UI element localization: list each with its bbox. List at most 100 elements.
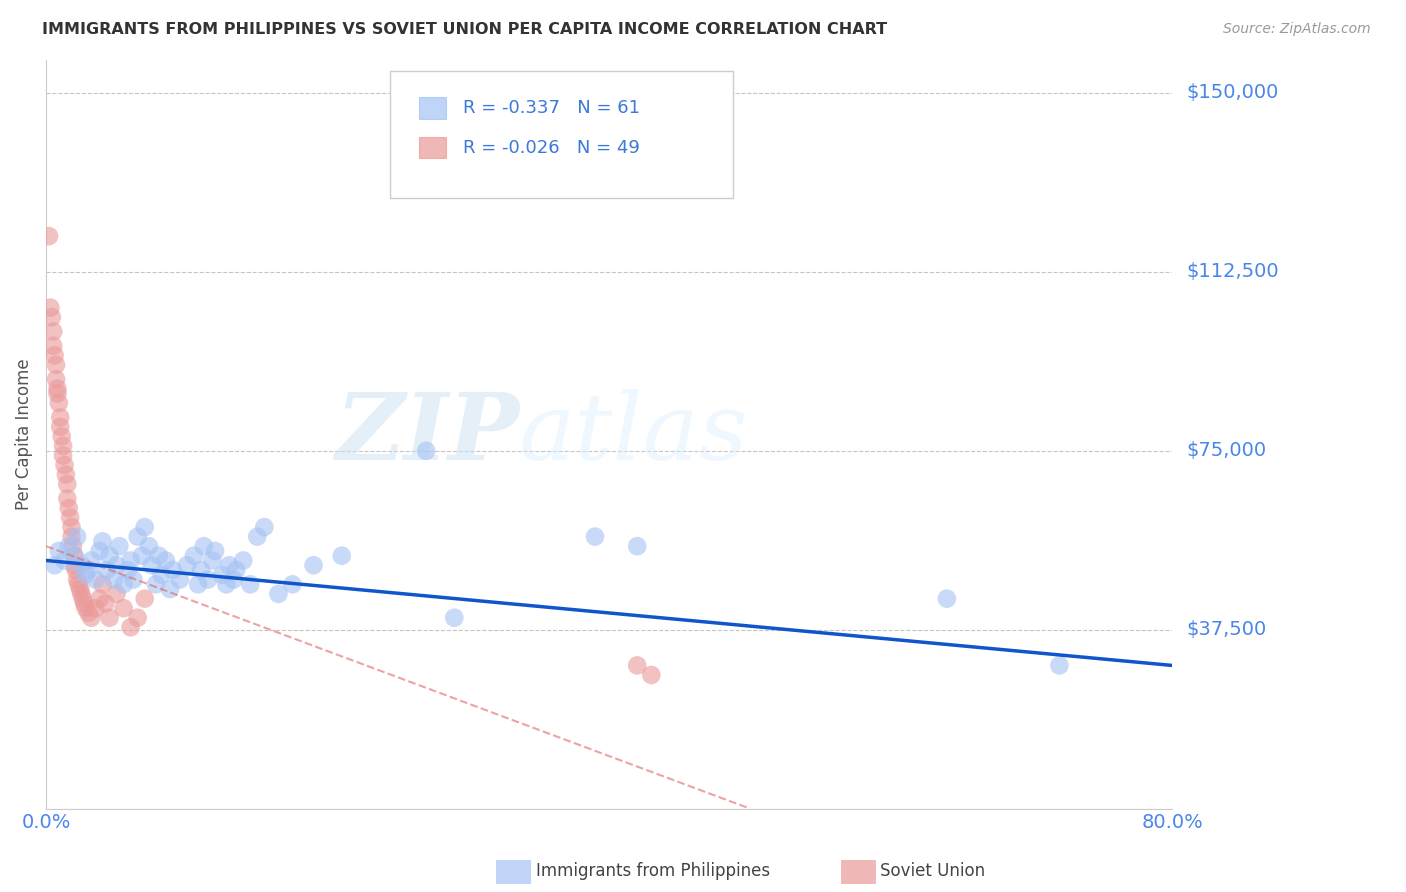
Text: R = -0.337   N = 61: R = -0.337 N = 61 [463,99,640,117]
Immigrants from Philippines [91,534,114,549]
Soviet Union [84,601,107,615]
Immigrants from Philippines [443,611,465,625]
Soviet Union [49,420,72,434]
Immigrants from Philippines [44,558,66,573]
Immigrants from Philippines [183,549,205,563]
Soviet Union [60,530,83,544]
Immigrants from Philippines [253,520,276,534]
Immigrants from Philippines [77,563,100,577]
Immigrants from Philippines [190,563,212,577]
Immigrants from Philippines [84,573,107,587]
Immigrants from Philippines [159,582,181,596]
Soviet Union [69,582,91,596]
Soviet Union [80,611,103,625]
Immigrants from Philippines [127,530,149,544]
Soviet Union [41,310,63,325]
Immigrants from Philippines [145,577,167,591]
Immigrants from Philippines [626,539,648,553]
Soviet Union [39,301,62,315]
Immigrants from Philippines [302,558,325,573]
Immigrants from Philippines [131,549,153,563]
Immigrants from Philippines [58,539,80,553]
Soviet Union [53,458,76,472]
Soviet Union [56,477,79,491]
Text: atlas: atlas [519,389,748,479]
Soviet Union [45,372,67,386]
Soviet Union [48,396,70,410]
Immigrants from Philippines [148,549,170,563]
Immigrants from Philippines [239,577,262,591]
Immigrants from Philippines [415,443,437,458]
Soviet Union [112,601,135,615]
Text: R = -0.026   N = 49: R = -0.026 N = 49 [463,138,640,157]
Immigrants from Philippines [105,558,128,573]
Soviet Union [73,596,96,610]
Immigrants from Philippines [204,544,226,558]
Immigrants from Philippines [197,573,219,587]
Soviet Union [65,563,87,577]
Soviet Union [44,348,66,362]
Soviet Union [52,439,75,453]
Y-axis label: Per Capita Income: Per Capita Income [15,359,32,510]
Immigrants from Philippines [103,573,125,587]
Immigrants from Philippines [48,544,70,558]
Soviet Union [52,449,75,463]
Immigrants from Philippines [120,553,142,567]
Immigrants from Philippines [63,549,86,563]
Immigrants from Philippines [935,591,957,606]
Immigrants from Philippines [201,553,224,567]
Immigrants from Philippines [117,563,139,577]
Soviet Union [127,611,149,625]
Immigrants from Philippines [267,587,290,601]
Text: $37,500: $37,500 [1185,620,1267,640]
Soviet Union [60,520,83,534]
Soviet Union [63,549,86,563]
Soviet Union [66,573,89,587]
Soviet Union [55,467,77,482]
Immigrants from Philippines [193,539,215,553]
Soviet Union [56,491,79,506]
Immigrants from Philippines [330,549,353,563]
Soviet Union [70,587,93,601]
Soviet Union [626,658,648,673]
Immigrants from Philippines [53,553,76,567]
Text: $112,500: $112,500 [1185,262,1278,281]
FancyBboxPatch shape [389,70,733,198]
Soviet Union [49,410,72,425]
Soviet Union [62,539,84,553]
Immigrants from Philippines [1049,658,1071,673]
Soviet Union [94,596,117,610]
Immigrants from Philippines [98,549,121,563]
Text: Soviet Union: Soviet Union [880,863,986,880]
Immigrants from Philippines [246,530,269,544]
Immigrants from Philippines [75,567,97,582]
Immigrants from Philippines [583,530,606,544]
Soviet Union [46,386,69,401]
FancyBboxPatch shape [419,97,446,119]
Immigrants from Philippines [108,539,131,553]
Immigrants from Philippines [222,573,245,587]
Immigrants from Philippines [134,520,156,534]
Text: Immigrants from Philippines: Immigrants from Philippines [536,863,770,880]
Text: $150,000: $150,000 [1185,84,1278,103]
Text: $75,000: $75,000 [1185,442,1265,460]
Immigrants from Philippines [96,563,118,577]
Immigrants from Philippines [281,577,304,591]
Immigrants from Philippines [215,577,238,591]
Text: ZIP: ZIP [335,389,519,479]
Text: Source: ZipAtlas.com: Source: ZipAtlas.com [1223,22,1371,37]
Soviet Union [120,620,142,634]
Immigrants from Philippines [138,539,160,553]
Soviet Union [45,358,67,372]
Soviet Union [51,429,73,443]
Text: IMMIGRANTS FROM PHILIPPINES VS SOVIET UNION PER CAPITA INCOME CORRELATION CHART: IMMIGRANTS FROM PHILIPPINES VS SOVIET UN… [42,22,887,37]
Soviet Union [91,577,114,591]
Immigrants from Philippines [162,563,184,577]
Soviet Union [42,339,65,353]
Soviet Union [59,510,82,524]
Soviet Union [67,577,90,591]
Soviet Union [105,587,128,601]
Soviet Union [46,382,69,396]
Immigrants from Philippines [70,558,93,573]
Immigrants from Philippines [187,577,209,591]
